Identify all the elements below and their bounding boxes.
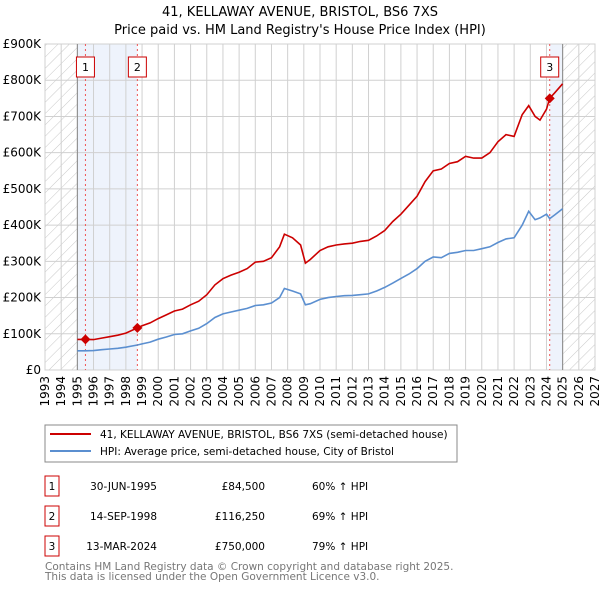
row-date: 30-JUN-1995: [90, 481, 157, 493]
shaded-region: [77, 44, 138, 370]
legend: 41, KELLAWAY AVENUE, BRISTOL, BS6 7XS (s…: [44, 424, 458, 463]
row-price: £750,000: [215, 541, 265, 553]
x-tick-label: 1994: [54, 376, 68, 407]
hpi-line: [77, 208, 564, 352]
footer-licence: This data is licensed under the Open Gov…: [44, 571, 380, 583]
x-tick-label: 2008: [281, 376, 295, 407]
y-tick-label: £700K: [3, 109, 43, 123]
chart-title: 41, KELLAWAY AVENUE, BRISTOL, BS6 7XS: [162, 5, 438, 20]
plot-border: [44, 43, 596, 371]
row-price: £84,500: [222, 481, 265, 493]
table-row: 3 13-MAR-2024 £750,000 79% ↑ HPI: [44, 535, 368, 557]
row-number: 1: [49, 481, 56, 493]
transactions-table: 1 30-JUN-1995 £84,500 60% ↑ HPI 2 14-SEP-1998…: [44, 475, 368, 557]
sale-label-box: [540, 56, 560, 78]
x-tick-label: 2009: [297, 376, 311, 407]
x-tick-label: 2026: [572, 376, 586, 407]
table-row: 2 14-SEP-1998 £116,250 69% ↑ HPI: [44, 505, 368, 527]
y-tick-label: £0: [26, 363, 41, 377]
row-hpi-change: 79% ↑ HPI: [312, 541, 368, 553]
x-tick-label: 2023: [523, 376, 537, 407]
sale-label-box: [127, 56, 147, 78]
x-tick-label: 2004: [216, 376, 230, 407]
x-tick-label: 2006: [248, 376, 262, 407]
x-tick-label: 2019: [459, 376, 473, 407]
row-date: 14-SEP-1998: [90, 511, 157, 523]
x-tick-label: 1996: [87, 376, 101, 407]
row-number-box: [44, 535, 60, 557]
y-tick-label: £100K: [3, 327, 43, 341]
y-tick-label: £500K: [3, 182, 43, 196]
sale-label-number: 2: [134, 61, 141, 74]
sale-label-number: 1: [82, 61, 89, 74]
y-tick-label: £800K: [3, 73, 43, 87]
x-tick-label: 2013: [362, 376, 376, 407]
x-tick-label: 2018: [442, 376, 456, 407]
y-tick-label: £900K: [3, 37, 43, 51]
x-tick-label: 2017: [426, 376, 440, 407]
row-number-box: [44, 505, 60, 527]
legend-label-hpi: HPI: Average price, semi-detached house,…: [100, 446, 394, 458]
legend-label-property: 41, KELLAWAY AVENUE, BRISTOL, BS6 7XS (s…: [100, 429, 448, 441]
y-tick-label: £300K: [3, 254, 43, 268]
x-tick-label: 1993: [38, 376, 52, 407]
row-hpi-change: 60% ↑ HPI: [312, 481, 368, 493]
x-tick-label: 2020: [475, 376, 489, 407]
x-tick-label: 2015: [394, 376, 408, 407]
x-tick-label: 2016: [410, 376, 424, 407]
x-tick-label: 2001: [167, 376, 181, 407]
x-tick-label: 2024: [539, 376, 553, 407]
sale-point-marker: [544, 93, 555, 104]
row-hpi-change: 69% ↑ HPI: [312, 511, 368, 523]
x-tick-label: 2022: [507, 376, 521, 407]
x-tick-label: 2021: [491, 376, 505, 407]
x-tick-label: 1999: [135, 376, 149, 407]
sale-label-box: [75, 56, 95, 78]
y-tick-label: £200K: [3, 291, 43, 305]
x-tick-label: 2025: [556, 376, 570, 407]
sale-point-marker: [132, 322, 143, 333]
x-tick-label: 1997: [103, 376, 117, 407]
x-tick-label: 2027: [588, 376, 600, 407]
x-tick-label: 1995: [70, 376, 84, 407]
x-tick-label: 2012: [345, 376, 359, 407]
x-tick-label: 2011: [329, 376, 343, 407]
chart-subtitle: Price paid vs. HM Land Registry's House …: [114, 23, 486, 38]
row-price: £116,250: [215, 511, 265, 523]
row-number: 2: [49, 511, 56, 523]
footer-copyright: Contains HM Land Registry data © Crown c…: [45, 561, 453, 573]
x-tick-label: 2003: [200, 376, 214, 407]
row-number: 3: [49, 541, 56, 553]
property-price-line: [77, 83, 564, 341]
x-tick-label: 2010: [313, 376, 327, 407]
y-tick-label: £600K: [3, 146, 43, 160]
x-tick-label: 2007: [264, 376, 278, 407]
y-tick-label: £400K: [3, 218, 43, 232]
x-tick-label: 2005: [232, 376, 246, 407]
x-tick-label: 2014: [378, 376, 392, 407]
x-tick-label: 2000: [151, 376, 165, 407]
table-row: 1 30-JUN-1995 £84,500 60% ↑ HPI: [44, 475, 368, 497]
row-date: 13-MAR-2024: [86, 541, 157, 553]
sale-point-marker: [80, 334, 91, 345]
sale-label-number: 3: [546, 61, 553, 74]
shaded-region: [549, 44, 563, 370]
x-tick-label: 1998: [119, 376, 133, 407]
x-tick-label: 2002: [184, 376, 198, 407]
row-number-box: [44, 475, 60, 497]
legend-box: [44, 424, 458, 463]
